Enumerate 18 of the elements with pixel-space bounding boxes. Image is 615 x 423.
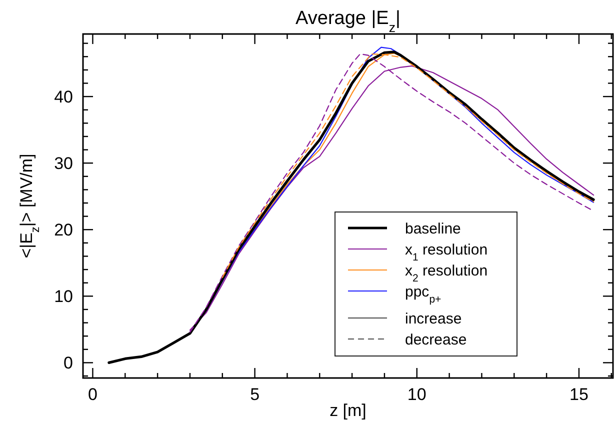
legend-label: baseline <box>405 220 461 238</box>
y-tick-label: 0 <box>64 354 73 373</box>
legend-label: x$_{1}$ resolution <box>405 241 488 264</box>
y-tick-label: 20 <box>54 220 73 240</box>
x-tick-label: 5 <box>250 385 260 404</box>
y-tick-label: 30 <box>54 154 73 174</box>
legend-label: ppc$_{p+}$ <box>405 283 442 306</box>
x-tick-label: 0 <box>88 385 98 404</box>
annotation: decrease <box>405 331 467 348</box>
chart-title: Average |E$_{z}$| <box>296 8 400 34</box>
y-tick-label: 40 <box>54 87 73 106</box>
y-tick-label: 10 <box>54 287 73 306</box>
legend-label: x$_{2}$ resolution <box>405 262 488 284</box>
x-tick-label: 15 <box>570 385 588 404</box>
x-axis-title: z [m] <box>330 401 366 420</box>
line-series <box>108 50 595 364</box>
annotation: increase <box>405 310 462 328</box>
x-tick-label: 10 <box>407 385 426 404</box>
